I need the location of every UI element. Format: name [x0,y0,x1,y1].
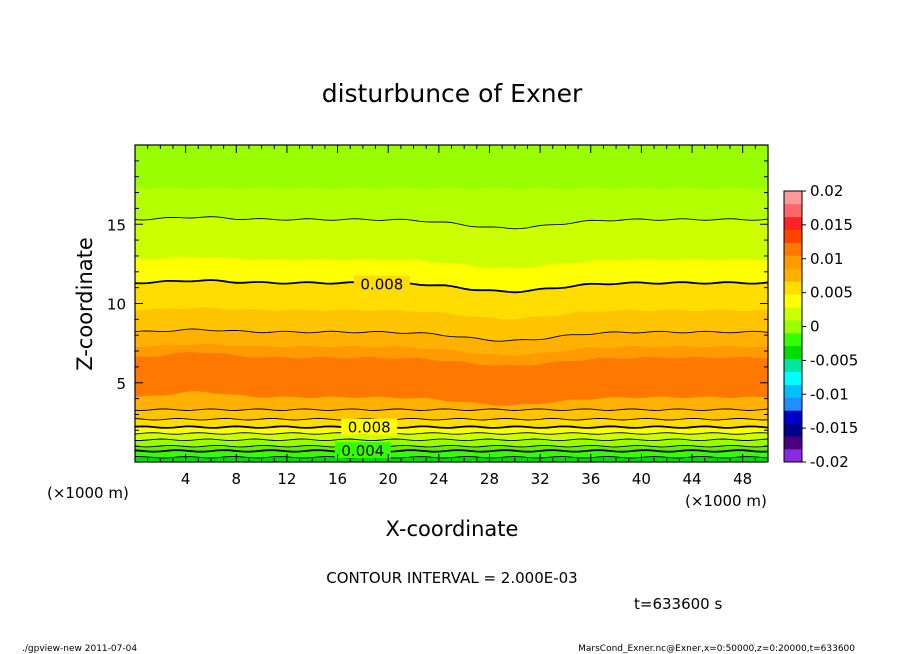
x-tick-label: 28 [480,470,499,488]
colorbar-tick-label: 0.005 [810,284,853,302]
colorbar-swatch [784,436,802,450]
contour-labels: 0.008 0.008 0.004 [334,275,410,460]
colorbar-tick-label: -0.02 [810,453,849,471]
contour-line-4 [134,432,769,435]
contour-label-text: 0.008 [360,276,403,294]
colorbar-swatch [784,397,802,411]
contour-line-7 [134,408,769,411]
contour-line-1 [134,449,769,453]
colorbar-swatch [784,320,802,334]
contour-line-0 [134,456,769,459]
contour-label-bg [341,418,398,435]
colorbar-tick-label: 0.01 [810,250,843,268]
contour-line-5 [134,425,769,429]
contour-label-1: 0.008 [341,418,398,437]
contour-fill [134,144,769,463]
x-tick-label: 20 [379,470,398,488]
colorbar [783,190,803,463]
colorbar-swatch [784,332,802,347]
x-tick-label: 44 [682,470,701,488]
colorbar-tick-label: -0.015 [810,419,858,437]
colorbar-swatch [784,307,802,321]
time-label: t=633600 s [634,595,722,613]
contour-line-9 [134,279,769,294]
colorbar-tick-label: -0.01 [810,385,849,403]
y-tick-label: 10 [107,296,126,314]
colorbar-tick-label: 0 [810,318,820,336]
contour-line-3 [135,438,769,442]
colorbar-swatch [784,345,802,360]
footer-right: MarsCond_Exner.nc@Exner,x=0:50000,z=0:20… [578,644,855,654]
colorbar-tick-label: -0.005 [810,351,858,369]
colorbar-swatch [784,371,802,385]
colorbar-swatch [784,268,802,282]
x-tick-label: 4 [181,470,191,488]
y-axis-ticks: 5 10 15 [107,144,768,463]
x-tick-label: 12 [277,470,296,488]
contour-label-bg [334,442,391,459]
chart-title: disturbunce of Exner [322,79,583,108]
colorbar-swatch [784,203,802,218]
contour-band-17 [134,144,769,189]
colorbar-swatch [784,410,802,424]
footer-left: ./gpview-new 2011-07-04 [22,644,137,654]
contour-line-2 [134,444,769,448]
colorbar-swatch [784,358,802,372]
y-axis-label: Z-coordinate [73,237,97,371]
y-unit-note: (×1000 m) [47,484,129,502]
contour-interval-label: CONTOUR INTERVAL = 2.000E-03 [326,569,577,587]
x-tick-label: 24 [429,470,448,488]
y-tick-label: 15 [107,216,126,234]
x-axis-ticks: 4 8 12 16 20 24 28 32 36 40 44 48 [134,145,769,488]
contour-label-bg [353,275,410,292]
x-tick-label: 32 [531,470,550,488]
colorbar-swatch [784,294,802,308]
contour-line-6 [134,417,769,421]
contour-line-8 [134,328,769,342]
colorbar-swatch [784,384,802,398]
colorbar-swatch [784,191,802,205]
colorbar-swatch [784,229,802,243]
x-axis-label: X-coordinate [386,517,519,541]
x-unit-note: (×1000 m) [685,492,767,510]
contour-lines [134,216,769,459]
colorbar-swatch [784,449,802,463]
contour-label-0: 0.008 [353,275,410,294]
colorbar-tick-label: 0.015 [810,216,853,234]
colorbar-tick-labels: 0.02 0.015 0.01 0.005 0 -0.005 -0.01 -0.015 -0.0… [802,182,858,471]
colorbar-swatch [784,423,802,437]
colorbar-swatch [784,242,802,256]
colorbar-swatch [784,255,802,269]
x-tick-label: 36 [581,470,600,488]
contour-label-text: 0.004 [341,442,384,460]
colorbar-swatch [784,216,802,231]
x-tick-label: 48 [733,470,752,488]
contour-label-2: 0.004 [334,442,391,460]
x-tick-label: 40 [632,470,651,488]
colorbar-tick-label: 0.02 [810,182,843,200]
x-tick-label: 16 [328,470,347,488]
contour-line-10 [134,216,769,230]
y-tick-label: 5 [116,375,126,393]
contour-label-text: 0.008 [348,419,391,437]
x-tick-label: 8 [232,470,242,488]
colorbar-swatch [784,281,802,295]
